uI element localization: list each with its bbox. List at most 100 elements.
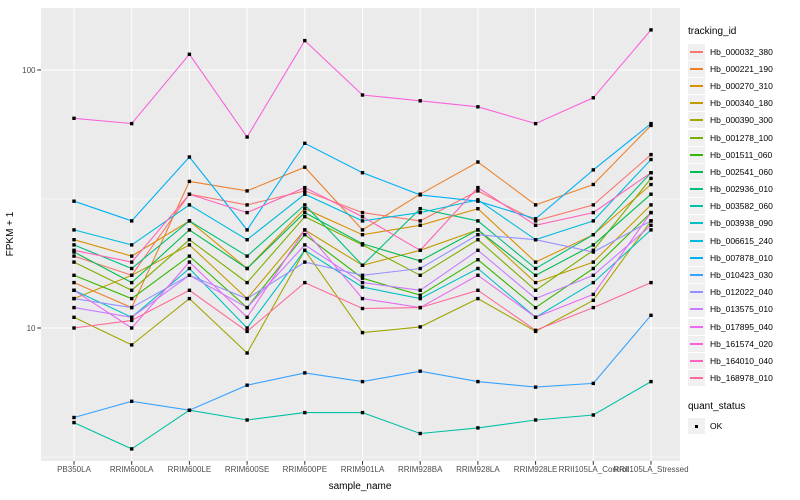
legend-item-Hb_168978_010: Hb_168978_010	[688, 370, 798, 387]
legend-item-Hb_012022_040: Hb_012022_040	[688, 284, 798, 301]
legend-key-swatch	[688, 198, 705, 215]
legend-key-swatch	[688, 60, 705, 77]
legend-key-swatch	[688, 215, 705, 232]
data-point-marker	[476, 207, 480, 211]
data-point-marker	[72, 420, 76, 425]
data-point-marker	[360, 242, 365, 246]
legend-line-icon	[690, 325, 703, 328]
data-point-marker	[649, 123, 653, 128]
data-point-marker	[245, 351, 249, 355]
legend-line-icon	[690, 67, 703, 70]
legend-item-Hb_001511_060: Hb_001511_060	[688, 146, 798, 163]
data-point-marker	[245, 418, 249, 422]
data-point-marker	[649, 210, 653, 215]
data-point-marker	[303, 233, 307, 237]
data-point-marker	[187, 238, 192, 242]
x-tick-label: RRII105LA_Control	[559, 465, 629, 474]
legend-line-icon	[690, 274, 703, 277]
data-point-marker	[360, 306, 365, 311]
data-point-marker	[187, 155, 192, 159]
legend-item-label: Hb_003582_060	[710, 201, 773, 212]
legend-item-Hb_002936_010: Hb_002936_010	[688, 181, 798, 198]
legend-item-label: Hb_010423_030	[710, 270, 773, 281]
data-point-marker	[303, 280, 307, 285]
legend-line-icon	[690, 239, 703, 242]
data-point-marker	[533, 273, 538, 277]
data-point-marker	[591, 210, 595, 215]
legend-items: Hb_000032_380 Hb_000221_190 Hb_000270_310 H…	[688, 43, 798, 387]
legend-item-label: Hb_001511_060	[710, 149, 773, 160]
data-point-marker	[591, 292, 595, 297]
axis-tick-marks	[37, 69, 652, 465]
data-point-marker	[245, 315, 249, 319]
data-point-marker	[360, 276, 365, 280]
data-point-marker	[303, 215, 307, 219]
minor-gridlines	[41, 198, 680, 458]
data-point-marker	[303, 189, 307, 193]
x-tick-labels: PB350LA RRIM600LA RRIM600LE RRIM600SE RRIM60…	[57, 465, 688, 474]
legend-item-Hb_010423_030: Hb_010423_030	[688, 266, 798, 284]
data-point-marker	[476, 199, 480, 203]
data-point-marker	[130, 254, 134, 258]
data-point-marker	[591, 298, 595, 302]
data-point-marker	[533, 315, 538, 319]
data-point-marker	[187, 228, 192, 232]
data-point-marker	[533, 296, 538, 301]
legend-item-label: Hb_017895_040	[710, 321, 773, 332]
data-point-marker	[360, 215, 365, 219]
data-point-marker	[649, 223, 653, 227]
legend-line-icon	[690, 170, 703, 173]
data-point-marker	[649, 379, 653, 384]
legend-key-swatch	[688, 335, 705, 352]
data-point-marker	[72, 296, 76, 301]
x-tick-label: RRIM600SE	[225, 465, 269, 474]
legend-item-Hb_003938_090: Hb_003938_090	[688, 215, 798, 232]
x-tick-label: RRII105LA_Stressed	[613, 465, 688, 474]
data-point-marker	[476, 238, 480, 242]
data-point-marker	[72, 260, 76, 264]
legend-item-Hb_017895_040: Hb_017895_040	[688, 318, 798, 335]
data-point-marker	[591, 203, 595, 207]
quant-status-label: OK	[710, 421, 723, 432]
data-point-marker	[418, 207, 422, 211]
data-point-marker	[187, 192, 192, 196]
legend-item-Hb_003582_060: Hb_003582_060	[688, 198, 798, 215]
data-point-marker	[533, 280, 538, 285]
data-point-marker	[360, 171, 365, 175]
data-point-marker	[245, 254, 249, 258]
legend-key-swatch	[688, 301, 705, 318]
data-point-marker	[418, 293, 422, 297]
data-point-marker	[649, 203, 653, 207]
legend-line-icon	[690, 205, 703, 208]
legend-item-label: Hb_002541_060	[710, 166, 773, 177]
data-point-marker	[476, 258, 480, 262]
x-axis-title: sample_name	[329, 481, 392, 492]
x-tick-label: RRIM600PE	[283, 465, 327, 474]
data-point-marker	[72, 288, 76, 292]
data-point-marker	[245, 329, 249, 334]
data-point-marker	[72, 315, 76, 319]
data-point-marker	[649, 176, 653, 181]
data-point-marker	[591, 250, 595, 254]
legend-line-icon	[690, 136, 703, 139]
data-point-marker	[187, 266, 192, 271]
data-point-marker	[130, 296, 134, 301]
data-point-marker	[72, 199, 76, 203]
data-point-marker	[533, 305, 538, 310]
data-point-marker	[533, 328, 538, 332]
data-point-marker	[476, 219, 480, 223]
data-point-marker	[72, 243, 76, 247]
data-point-marker	[476, 160, 480, 164]
data-point-marker	[360, 410, 365, 415]
legend-key-swatch	[688, 163, 705, 180]
data-point-marker	[649, 182, 653, 187]
data-point-marker	[418, 223, 422, 227]
data-point-marker	[649, 28, 653, 32]
data-point-marker	[476, 185, 480, 190]
data-point-marker	[533, 203, 538, 207]
data-point-marker	[591, 381, 595, 386]
data-point-marker	[245, 266, 249, 271]
legend-title: tracking_id	[688, 26, 737, 37]
